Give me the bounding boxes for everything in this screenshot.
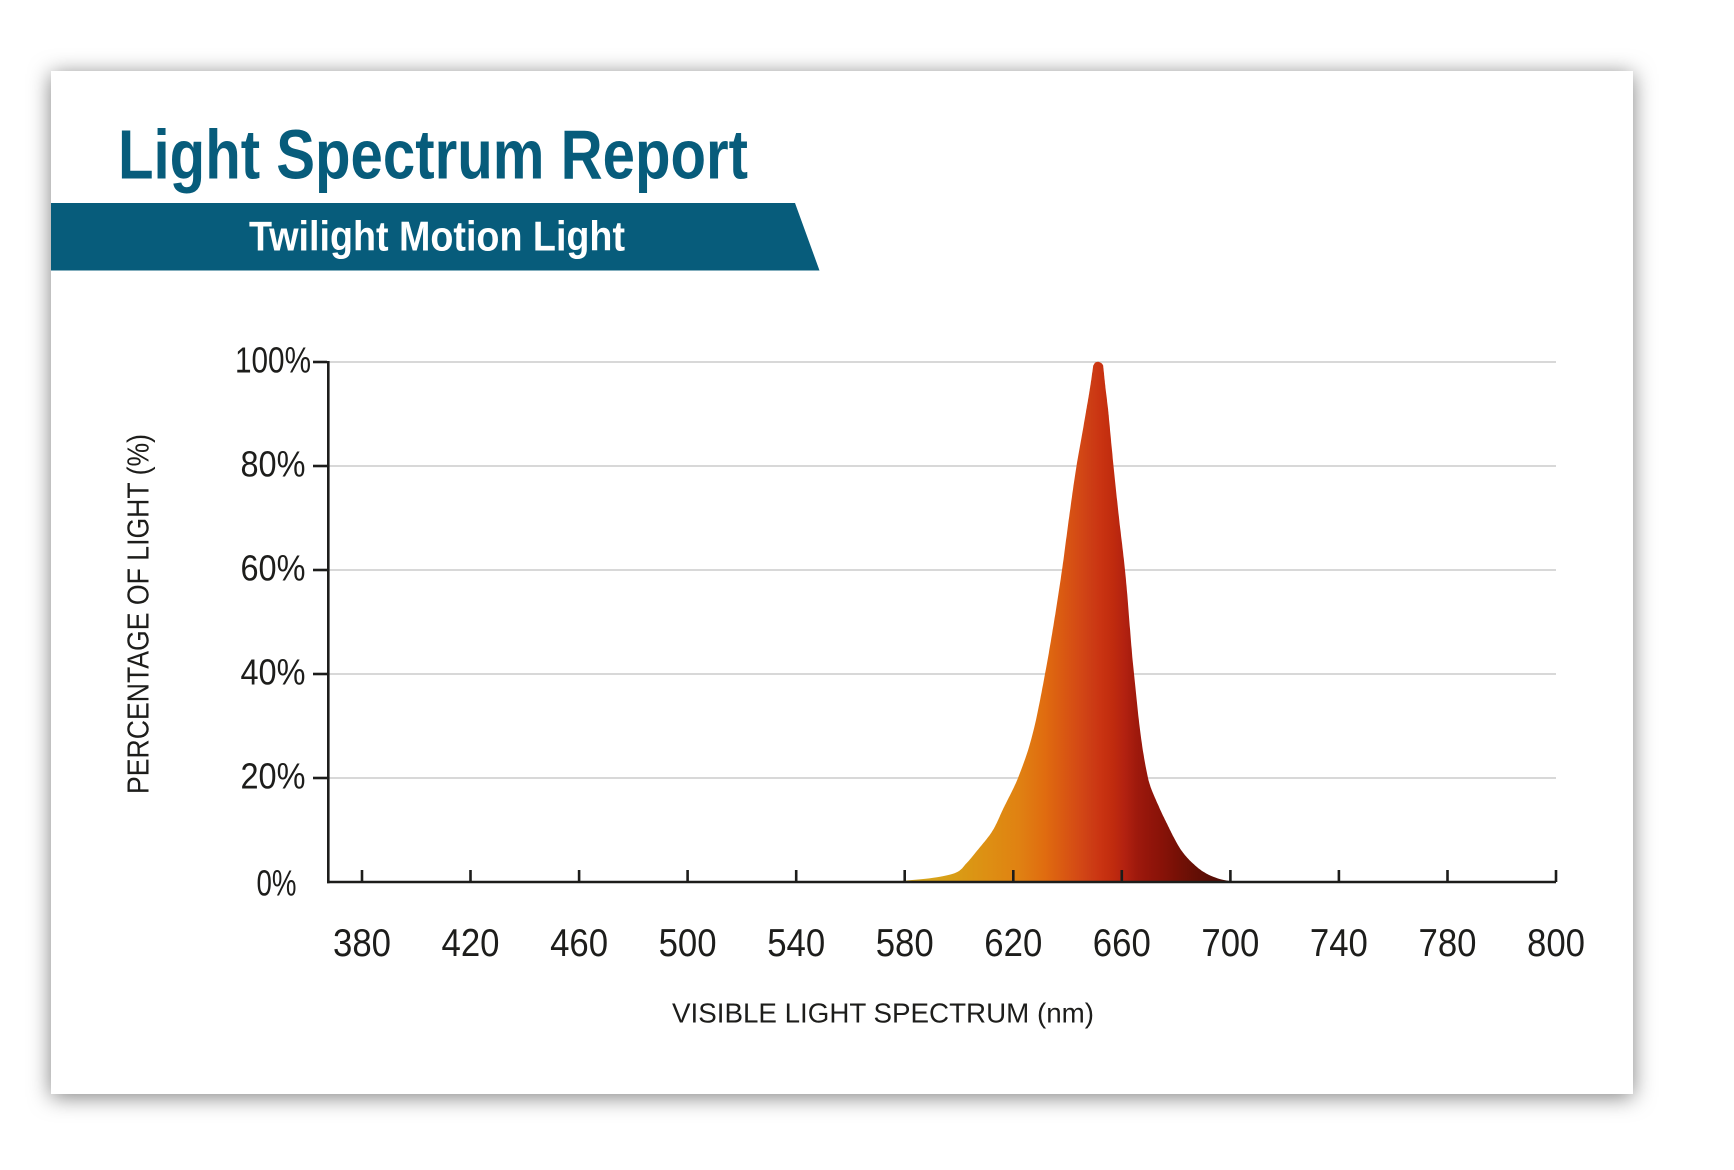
svg-text:100%: 100%	[235, 340, 311, 381]
svg-text:PERCENTAGE OF LIGHT (%): PERCENTAGE OF LIGHT (%)	[121, 434, 156, 794]
svg-text:420: 420	[442, 922, 500, 965]
svg-text:Twilight Motion Light: Twilight Motion Light	[249, 213, 625, 260]
svg-text:540: 540	[767, 922, 825, 965]
svg-text:620: 620	[984, 922, 1042, 965]
svg-text:60%: 60%	[241, 548, 306, 589]
svg-text:0%: 0%	[257, 863, 297, 904]
svg-text:VISIBLE LIGHT SPECTRUM (nm): VISIBLE LIGHT SPECTRUM (nm)	[672, 998, 1094, 1029]
svg-text:800: 800	[1527, 922, 1585, 965]
svg-text:580: 580	[876, 922, 934, 965]
svg-text:Light Spectrum Report: Light Spectrum Report	[118, 116, 748, 194]
svg-text:20%: 20%	[241, 756, 306, 797]
svg-text:500: 500	[659, 922, 717, 965]
svg-text:740: 740	[1310, 922, 1368, 965]
svg-text:460: 460	[550, 922, 608, 965]
svg-text:660: 660	[1093, 922, 1151, 965]
svg-text:40%: 40%	[241, 652, 306, 693]
svg-text:700: 700	[1201, 922, 1259, 965]
svg-text:380: 380	[333, 922, 391, 965]
svg-text:80%: 80%	[241, 444, 306, 485]
svg-text:780: 780	[1419, 922, 1477, 965]
